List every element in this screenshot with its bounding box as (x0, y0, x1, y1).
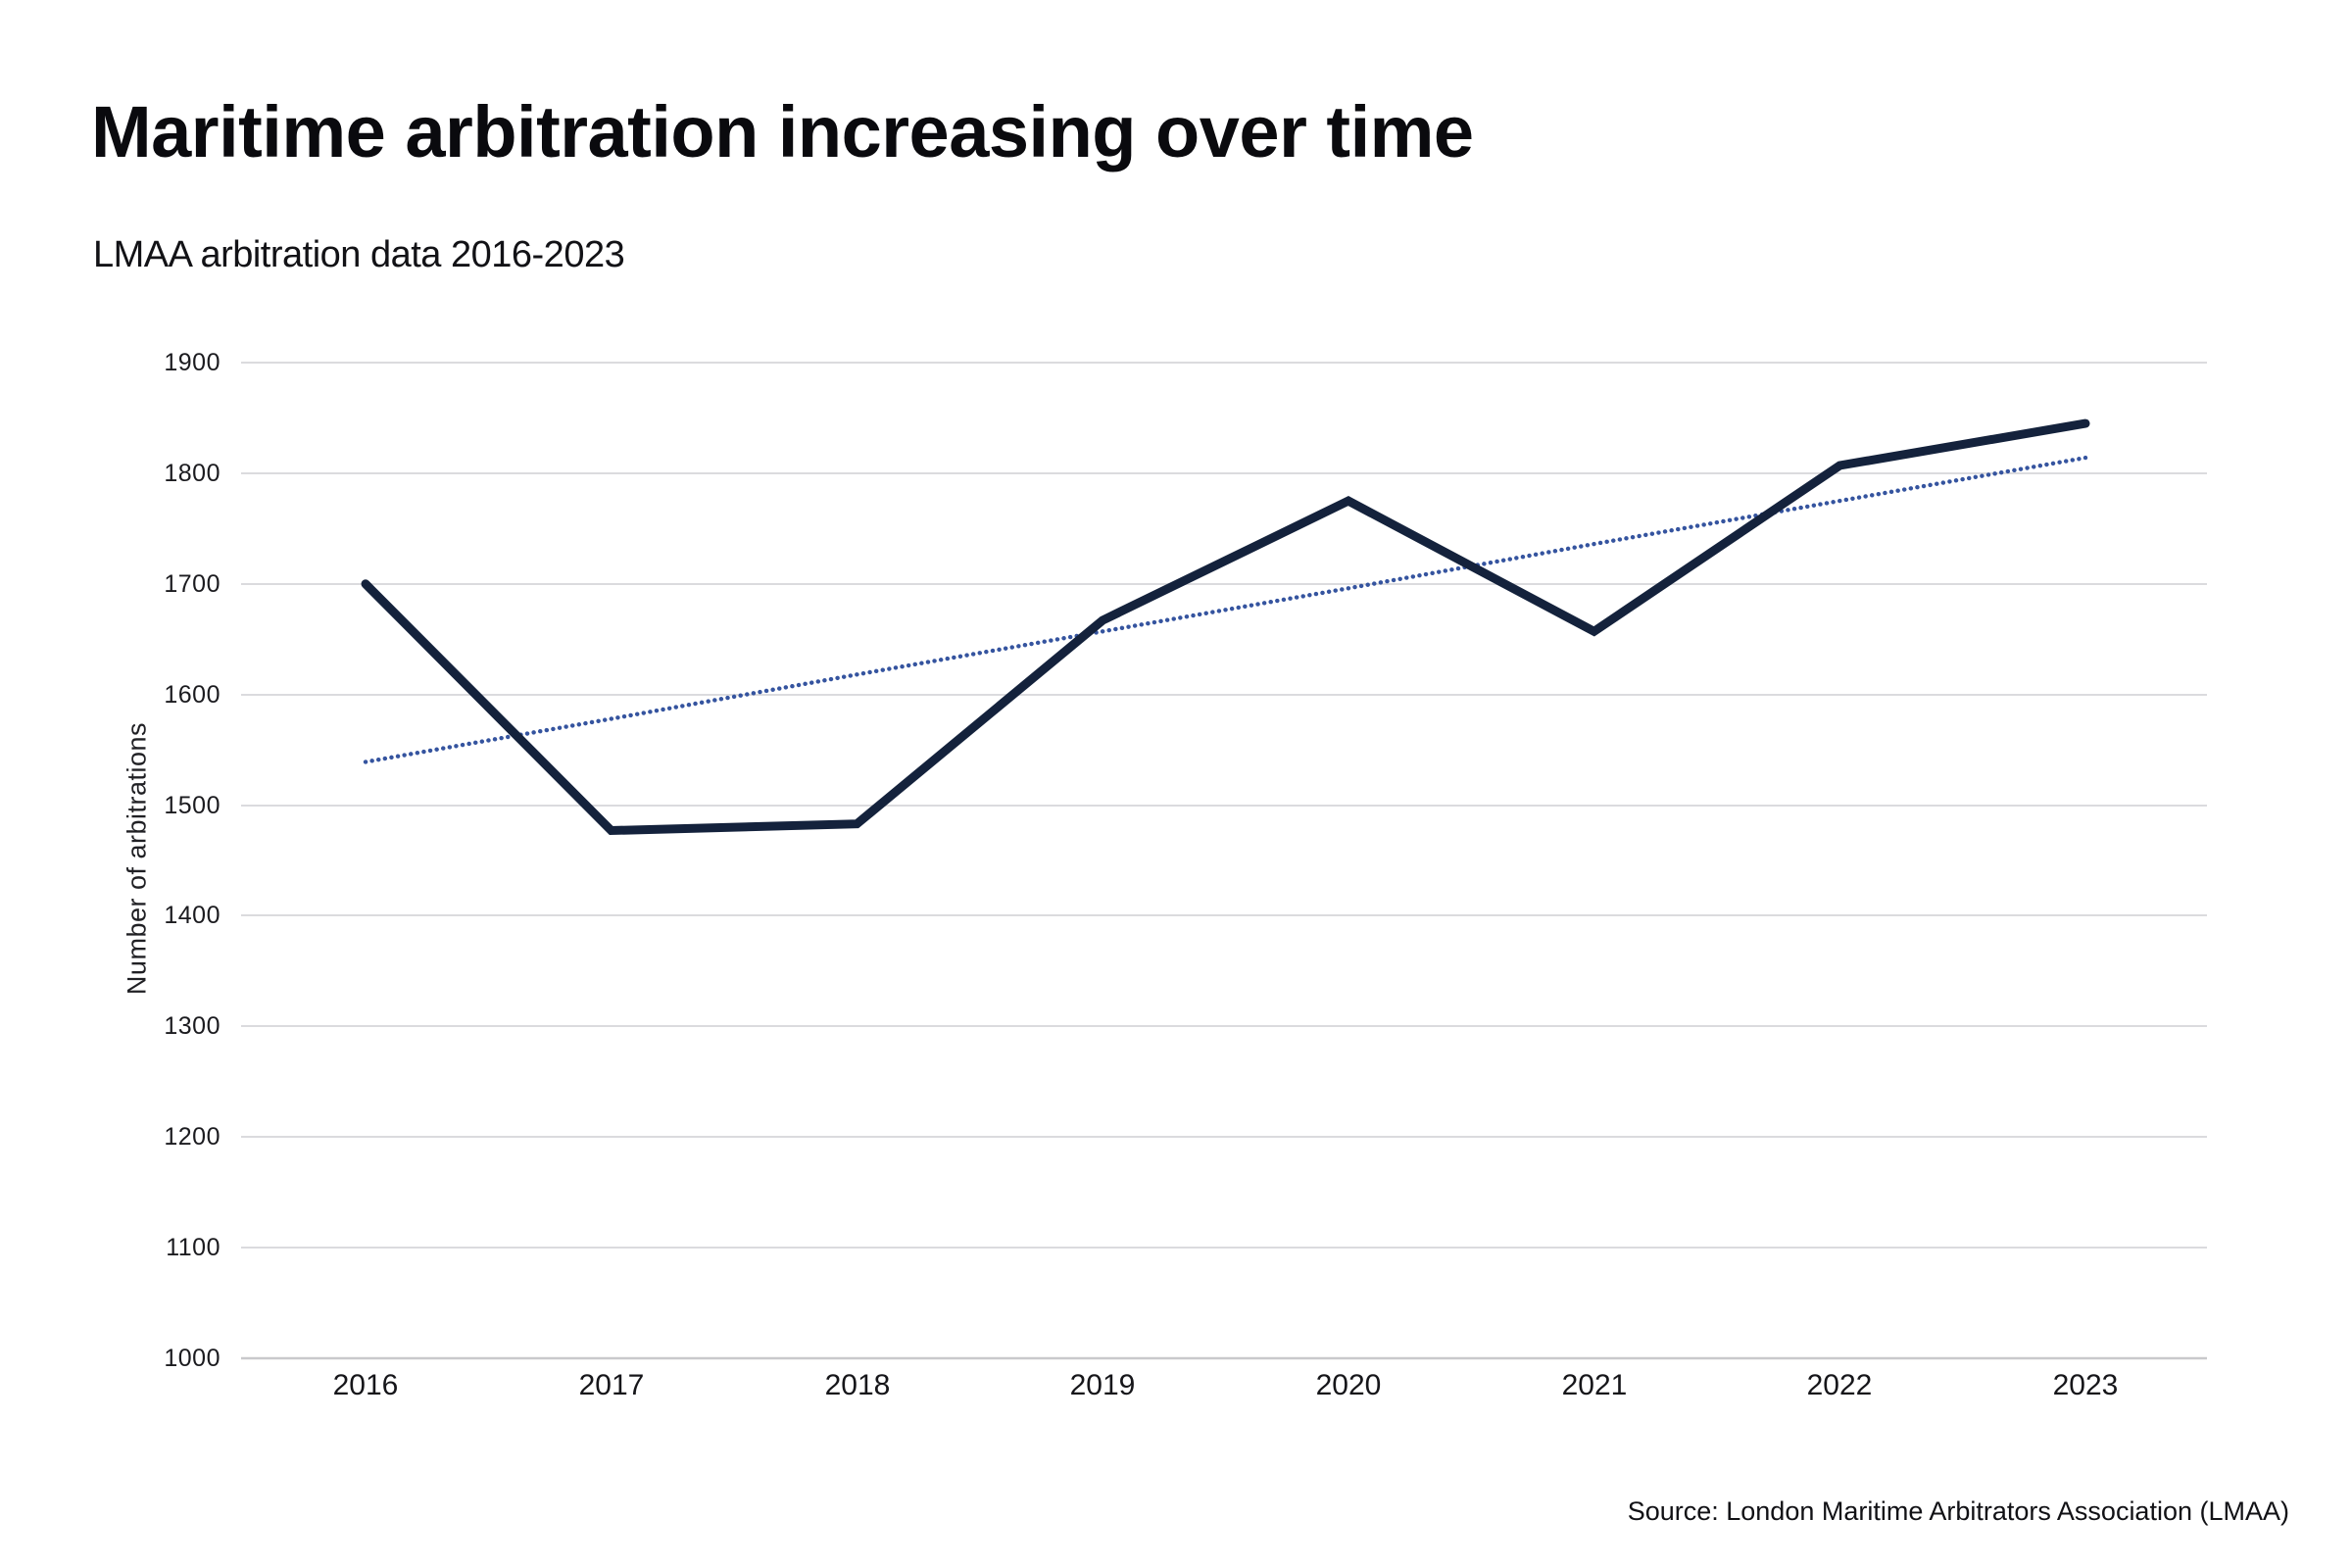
trend-line (363, 455, 2088, 764)
y-tick-label: 1400 (164, 902, 220, 929)
x-tick-label: 2021 (1561, 1369, 1628, 1401)
page-subtitle: LMAA arbitration data 2016-2023 (93, 234, 625, 275)
x-tick-label: 2020 (1315, 1369, 1382, 1401)
y-tick-label: 1600 (164, 681, 220, 709)
y-tick-label: 1000 (164, 1345, 220, 1372)
gridlines (241, 362, 2207, 1360)
y-axis-title: Number of arbitrations (122, 721, 152, 996)
y-tick-label: 1300 (164, 1012, 220, 1040)
y-tick-label: 1100 (166, 1234, 220, 1261)
y-tick-label: 1200 (164, 1123, 220, 1151)
page-title: Maritime arbitration increasing over tim… (91, 91, 1474, 172)
x-tick-label: 2017 (578, 1369, 645, 1401)
x-tick-label: 2018 (824, 1369, 891, 1401)
y-tick-label: 1500 (164, 792, 220, 819)
y-tick-label: 1700 (164, 570, 220, 598)
data-line (361, 418, 2090, 836)
y-tick-label: 1900 (164, 349, 220, 376)
x-tick-label: 2016 (332, 1369, 399, 1401)
x-tick-label: 2019 (1069, 1369, 1136, 1401)
x-tick-label: 2022 (1806, 1369, 1873, 1401)
source-note: Source: London Maritime Arbitrators Asso… (1627, 1496, 2289, 1526)
y-tick-label: 1800 (164, 460, 220, 487)
x-tick-label: 2023 (2052, 1369, 2119, 1401)
